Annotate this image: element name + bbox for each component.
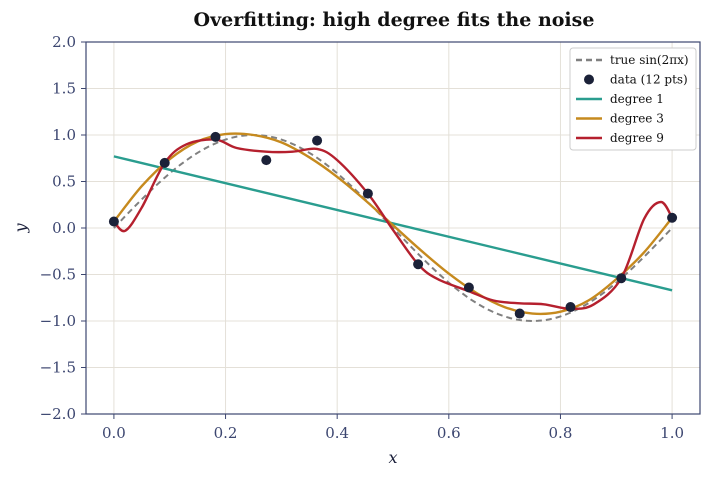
degree-1-line (113, 155, 673, 292)
y-tick-label: −2.0 (40, 405, 76, 423)
legend-entry: data (12 pts) (610, 73, 688, 87)
y-tick-label: 0.5 (52, 173, 76, 191)
data-point (514, 308, 525, 319)
legend-entry: degree 1 (610, 92, 664, 106)
data-point (210, 131, 221, 142)
data-point (261, 155, 272, 166)
x-tick-label: 0.6 (437, 424, 461, 442)
degree-3-line (112, 132, 674, 316)
y-tick-label: 1.0 (52, 126, 76, 144)
data-point (463, 282, 474, 293)
legend-box (569, 47, 697, 151)
y-tick-label: 2.0 (52, 33, 76, 51)
data-point (362, 188, 373, 199)
y-axis-label: y (11, 223, 30, 234)
data-point (616, 273, 627, 284)
y-tick-label: −0.5 (40, 266, 76, 284)
x-tick-label: 0.2 (214, 424, 238, 442)
data-point (667, 212, 678, 223)
data-point (565, 302, 576, 313)
legend-entry: true sin(2πx) (610, 53, 689, 67)
plot-area (108, 131, 678, 323)
y-tick-label: 1.5 (52, 80, 76, 98)
legend-entry: degree 3 (610, 112, 664, 126)
y-tick-label: −1.0 (40, 312, 76, 330)
x-tick-label: 0.4 (325, 424, 349, 442)
data-point (108, 216, 119, 227)
x-tick-label: 1.0 (660, 424, 684, 442)
axis-ticks: 0.0 0.2 0.4 0.6 0.8 1.0 −2.0 −1.5 −1.0 −0.5 0.0 0.5… (40, 33, 684, 442)
legend: true sin(2πx) data (12 pts) degree 1 degree… (569, 47, 697, 151)
y-tick-label: −1.5 (40, 359, 76, 377)
data-point (312, 135, 323, 146)
data-point (159, 157, 170, 168)
x-tick-label: 0.8 (549, 424, 573, 442)
data-point (413, 259, 424, 270)
x-tick-label: 0.0 (102, 424, 126, 442)
legend-entry: degree 9 (610, 131, 664, 145)
chart-title: Overfitting: high degree fits the noise (194, 9, 595, 31)
degree-9-line (113, 138, 674, 311)
x-axis-label: x (388, 448, 397, 467)
legend-swatch (584, 74, 594, 85)
y-tick-label: 0.0 (52, 219, 76, 237)
